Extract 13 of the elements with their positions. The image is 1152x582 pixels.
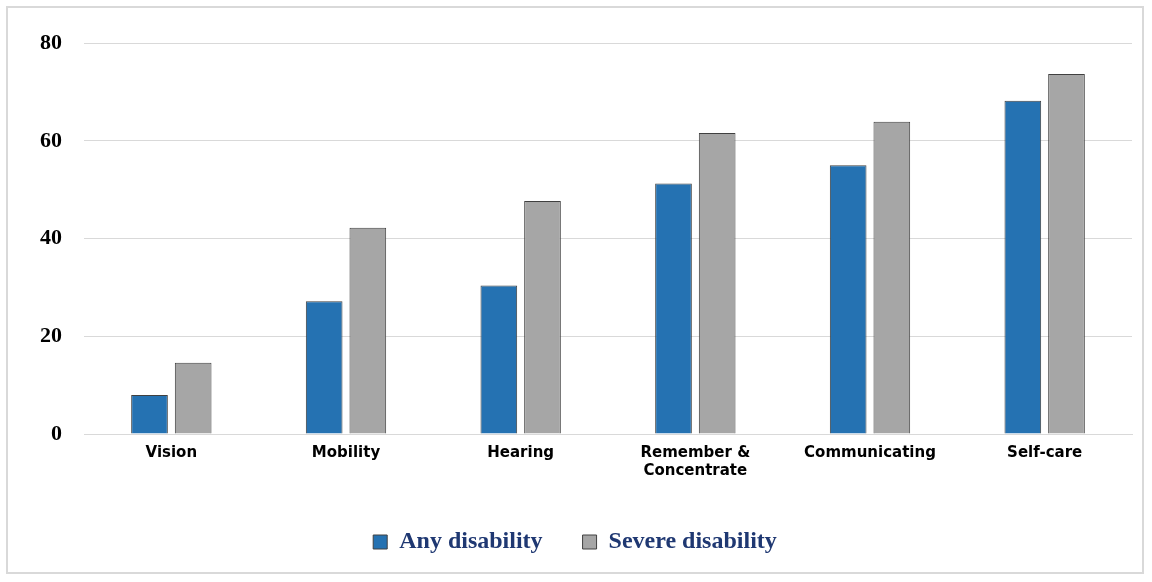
y-tick-label: 0 bbox=[51, 419, 62, 445]
x-tick-label: Remember & Concentrate bbox=[640, 442, 751, 479]
y-tick-label: 60 bbox=[40, 126, 62, 152]
x-tick-label: Hearing bbox=[487, 442, 555, 461]
y-tick-label: 40 bbox=[40, 224, 62, 250]
x-tick-label: Mobility bbox=[311, 442, 381, 461]
y-tick-label: 20 bbox=[40, 321, 62, 347]
y-tick-label: 80 bbox=[40, 28, 62, 54]
legend-label: Severe disability bbox=[608, 527, 777, 554]
x-tick-label: Self-care bbox=[1007, 442, 1083, 461]
x-tick-label: Vision bbox=[145, 442, 198, 461]
legend-label: Any disability bbox=[399, 527, 543, 554]
x-tick-label: Communicating bbox=[804, 442, 936, 461]
